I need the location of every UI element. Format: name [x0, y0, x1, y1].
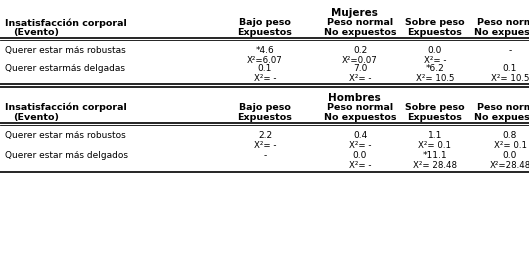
- Text: Sobre peso: Sobre peso: [405, 103, 465, 112]
- Text: Querer estarmás delgadas: Querer estarmás delgadas: [5, 64, 125, 73]
- Text: No expuestos: No expuestos: [474, 28, 529, 37]
- Text: 2.2: 2.2: [258, 131, 272, 140]
- Text: X²= -: X²= -: [349, 141, 371, 150]
- Text: X²=0.07: X²=0.07: [342, 56, 378, 65]
- Text: X²= -: X²= -: [349, 74, 371, 83]
- Text: 0.2: 0.2: [353, 46, 367, 55]
- Text: Insatisfacción corporal: Insatisfacción corporal: [5, 18, 127, 28]
- Text: X²=28.48: X²=28.48: [489, 161, 529, 170]
- Text: (Evento): (Evento): [13, 28, 59, 37]
- Text: Expuestos: Expuestos: [407, 28, 462, 37]
- Text: No expuestos: No expuestos: [474, 113, 529, 122]
- Text: X²= -: X²= -: [254, 74, 276, 83]
- Text: X²= 0.1: X²= 0.1: [418, 141, 451, 150]
- Text: X²= 10.5: X²= 10.5: [416, 74, 454, 83]
- Text: X²= -: X²= -: [424, 56, 446, 65]
- Text: No expuestos: No expuestos: [324, 28, 396, 37]
- Text: X²= 0.1: X²= 0.1: [494, 141, 526, 150]
- Text: 0.1: 0.1: [258, 64, 272, 73]
- Text: -: -: [263, 151, 267, 160]
- Text: Hombres: Hombres: [328, 93, 381, 103]
- Text: Querer estar más robustas: Querer estar más robustas: [5, 46, 126, 55]
- Text: *4.6: *4.6: [256, 46, 275, 55]
- Text: X²= -: X²= -: [254, 141, 276, 150]
- Text: *11.1: *11.1: [423, 151, 448, 160]
- Text: (Evento): (Evento): [13, 113, 59, 122]
- Text: X²= -: X²= -: [349, 161, 371, 170]
- Text: Peso normal: Peso normal: [477, 18, 529, 27]
- Text: 1.1: 1.1: [428, 131, 442, 140]
- Text: Expuestos: Expuestos: [238, 113, 293, 122]
- Text: Peso normal: Peso normal: [327, 103, 393, 112]
- Text: No expuestos: No expuestos: [324, 113, 396, 122]
- Text: Mujeres: Mujeres: [331, 8, 378, 18]
- Text: Sobre peso: Sobre peso: [405, 18, 465, 27]
- Text: 0.0: 0.0: [428, 46, 442, 55]
- Text: Bajo peso: Bajo peso: [239, 18, 291, 27]
- Text: Peso normal: Peso normal: [477, 103, 529, 112]
- Text: Peso normal: Peso normal: [327, 18, 393, 27]
- Text: Querer estar más delgados: Querer estar más delgados: [5, 151, 128, 160]
- Text: *6.2: *6.2: [426, 64, 444, 73]
- Text: X²= 10.5: X²= 10.5: [491, 74, 529, 83]
- Text: -: -: [508, 46, 512, 55]
- Text: Querer estar más robustos: Querer estar más robustos: [5, 131, 126, 140]
- Text: Bajo peso: Bajo peso: [239, 103, 291, 112]
- Text: Expuestos: Expuestos: [407, 113, 462, 122]
- Text: Expuestos: Expuestos: [238, 28, 293, 37]
- Text: X²=6.07: X²=6.07: [247, 56, 283, 65]
- Text: 0.0: 0.0: [353, 151, 367, 160]
- Text: 0.0: 0.0: [503, 151, 517, 160]
- Text: 7.0: 7.0: [353, 64, 367, 73]
- Text: 0.8: 0.8: [503, 131, 517, 140]
- Text: X²= 28.48: X²= 28.48: [413, 161, 457, 170]
- Text: Insatisfacción corporal: Insatisfacción corporal: [5, 103, 127, 112]
- Text: 0.4: 0.4: [353, 131, 367, 140]
- Text: 0.1: 0.1: [503, 64, 517, 73]
